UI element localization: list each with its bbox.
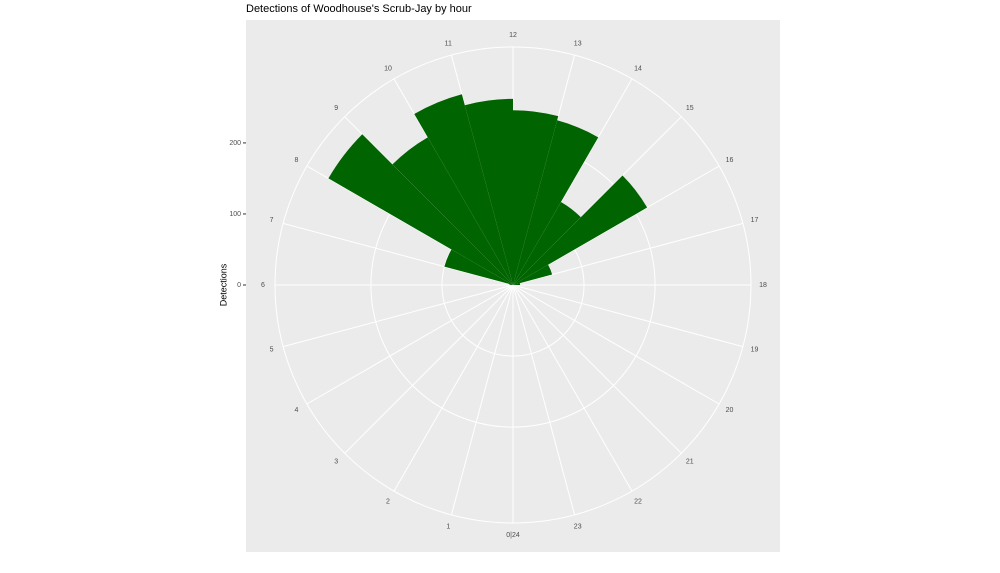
- bar: [513, 201, 581, 285]
- x-tick-label: 3: [334, 459, 338, 466]
- chart-title: Detections of Woodhouse's Scrub-Jay by h…: [246, 3, 472, 15]
- x-tick-label: 18: [759, 282, 767, 289]
- x-tick-label: 10: [384, 65, 392, 72]
- bar: [513, 110, 559, 285]
- grid-spoke: [393, 284, 514, 492]
- x-tick-label: 2: [386, 498, 390, 505]
- y-axis-label: Detections: [218, 263, 228, 306]
- bar: [414, 94, 513, 285]
- x-tick-label: 12: [509, 32, 517, 39]
- x-tick-label: 15: [686, 105, 694, 112]
- x-tick-label: 4: [295, 407, 299, 414]
- x-tick-label: 22: [634, 498, 642, 505]
- grid-spoke: [282, 222, 514, 286]
- bar: [513, 283, 521, 285]
- x-tick-label: 19: [751, 347, 759, 354]
- grid-spoke: [306, 284, 514, 405]
- y-tick-label: 100: [229, 211, 241, 218]
- grid-spoke: [512, 222, 744, 286]
- x-tick-label: 11: [445, 40, 452, 47]
- bar: [392, 137, 513, 285]
- bar: [513, 120, 599, 286]
- x-tick-label: 20: [726, 407, 734, 414]
- x-tick-label: 8: [295, 157, 299, 164]
- x-tick-label: 17: [751, 217, 759, 224]
- bar: [328, 134, 513, 285]
- x-tick-label: 23: [574, 523, 582, 530]
- grid-spoke: [512, 284, 720, 405]
- x-tick-label: 1: [446, 523, 450, 530]
- x-tick-label: 14: [634, 65, 642, 72]
- bar: [513, 264, 553, 285]
- x-tick-label: 0|24: [506, 532, 520, 539]
- grid-spoke: [344, 284, 514, 454]
- x-tick-label: 16: [726, 157, 734, 164]
- y-tick-label: 0: [237, 282, 241, 289]
- grid-spoke: [282, 284, 514, 348]
- x-tick-label: 21: [686, 459, 694, 466]
- x-tick-label: 13: [574, 40, 582, 47]
- bar: [513, 175, 648, 285]
- x-tick-label: 6: [261, 282, 265, 289]
- x-tick-label: 5: [270, 347, 274, 354]
- y-tick-label: 200: [229, 140, 241, 147]
- grid-spoke: [450, 284, 514, 516]
- bar: [509, 284, 513, 285]
- x-tick-label: 9: [334, 105, 338, 112]
- grid-spoke: [512, 284, 576, 516]
- grid-spoke: [512, 284, 682, 454]
- grid-spoke: [512, 284, 744, 348]
- grid-spoke: [512, 284, 633, 492]
- bar: [444, 249, 513, 285]
- x-tick-label: 7: [270, 217, 274, 224]
- bar: [464, 98, 513, 285]
